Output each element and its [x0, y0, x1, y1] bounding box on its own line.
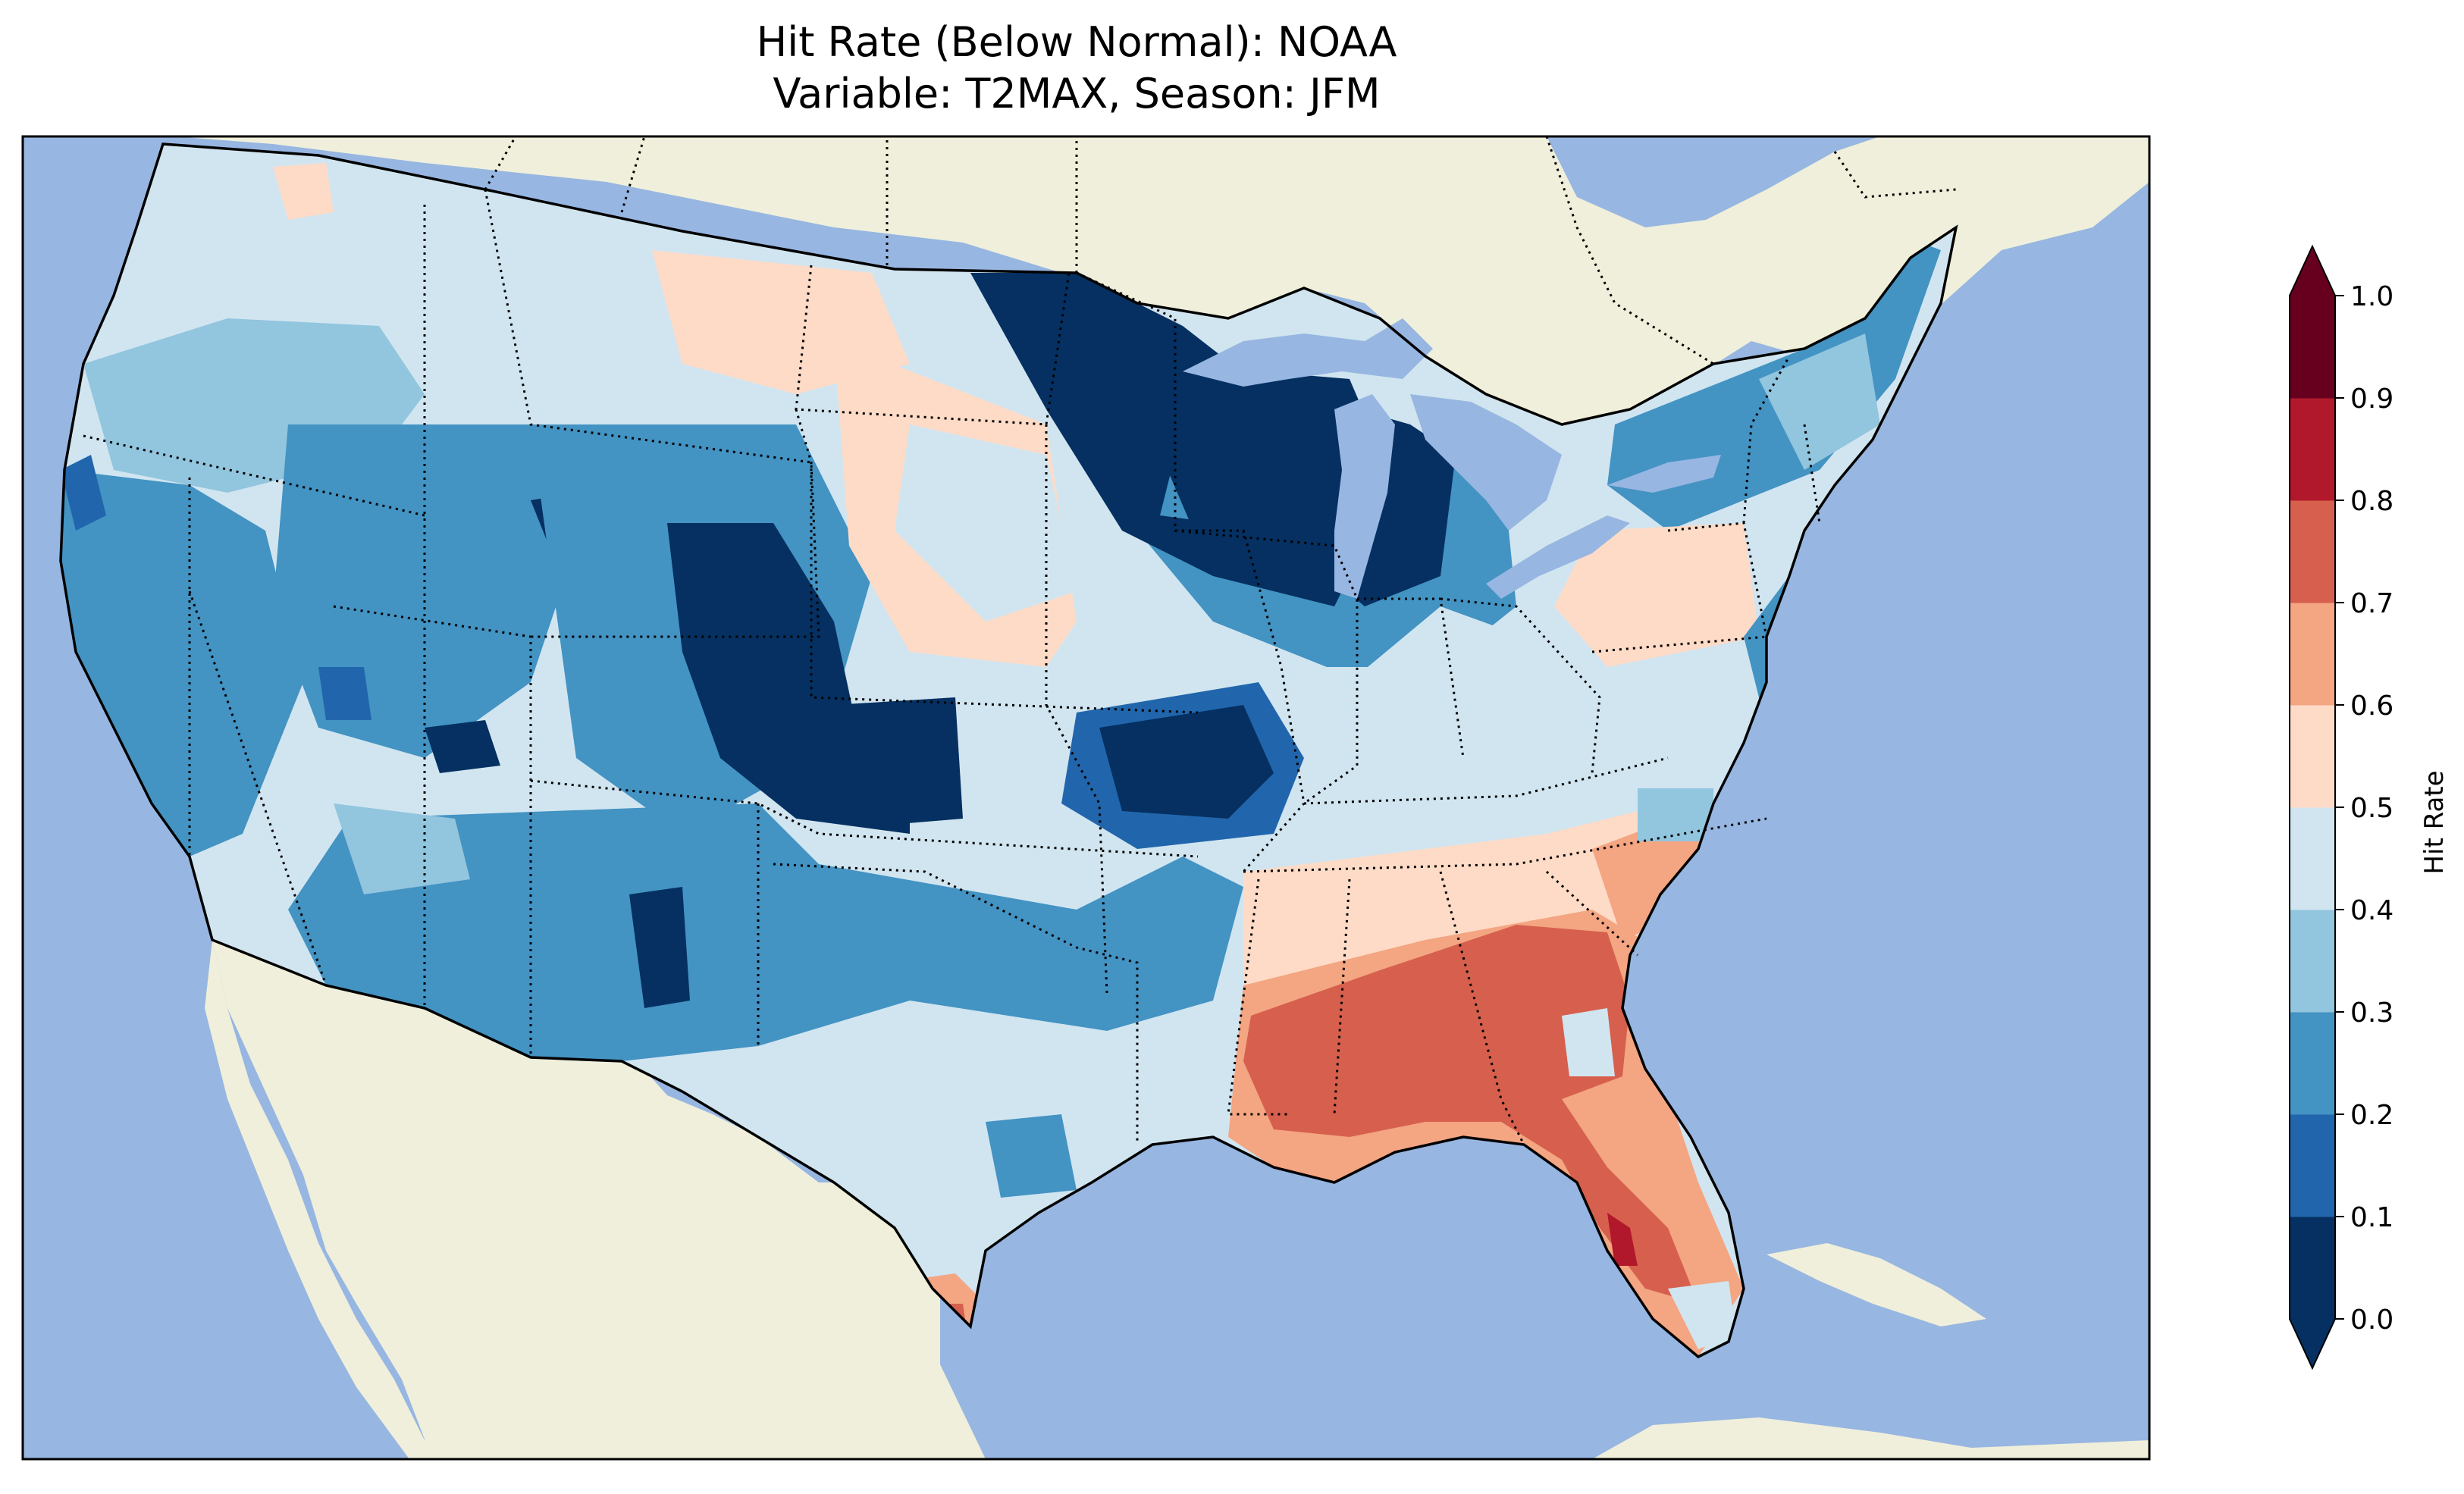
colorbar-bin [2290, 705, 2335, 808]
colorbar-bin [2290, 807, 2335, 910]
land-south [1592, 1417, 2149, 1459]
region-florida-tip [1668, 1281, 1736, 1349]
region-penn-warm [1554, 523, 1759, 667]
colorbar-bin [2290, 296, 2335, 399]
colorbar-tick-label: 0.5 [2350, 793, 2393, 824]
region-ga-light [1562, 1008, 1615, 1076]
region-nevada-mid [318, 667, 371, 720]
colorbar-bin [2290, 603, 2335, 706]
colorbar-tick-label: 0.1 [2350, 1202, 2393, 1233]
colorbar-bin [2290, 398, 2335, 501]
colorbar-bin [2290, 910, 2335, 1013]
colorbar-tick-label: 0.2 [2350, 1100, 2393, 1131]
colorbar-tick-label: 0.4 [2350, 895, 2393, 926]
colorbar-tick-label: 0.7 [2350, 588, 2393, 619]
colorbar-tick-label: 0.9 [2350, 384, 2393, 415]
colorbar-tick-label: 1.0 [2350, 281, 2393, 312]
lake-superior [1183, 318, 1433, 387]
lake-erie [1486, 515, 1630, 599]
colorbar-bin [2290, 1012, 2335, 1115]
region-sd-light [895, 424, 1077, 622]
colorbar-tick-label: 0.8 [2350, 486, 2393, 517]
land-cuba [1766, 1243, 1986, 1326]
region-az-light [334, 803, 470, 894]
colorbar-bin [2290, 1217, 2335, 1320]
region-va-light [1638, 788, 1713, 841]
region-wa-warm [273, 163, 334, 220]
chart-title-line2: Variable: T2MAX, Season: JFM [773, 70, 1381, 117]
region-california [61, 470, 303, 857]
lake-huron [1410, 394, 1562, 531]
colorbar-bin [2290, 500, 2335, 603]
map-frame [21, 135, 2151, 1461]
colorbar-label: Hit Rate [2419, 770, 2450, 874]
region-florida-peak [1607, 1213, 1638, 1266]
chart-title-line1: Hit Rate (Below Normal): NOAA [756, 18, 1397, 66]
colorbar-tick-label: 0.6 [2350, 691, 2393, 722]
region-co-south-dark [834, 697, 963, 826]
region-ca-coast-dark [61, 455, 106, 531]
lake-michigan [1334, 394, 1395, 599]
land-canada [174, 136, 2149, 531]
region-colorado-dark [667, 523, 910, 834]
region-nm-dark [629, 887, 690, 1008]
colorbar-tick-label: 0.0 [2350, 1305, 2393, 1336]
colorbar-bin [2290, 1114, 2335, 1217]
region-ne-light [1759, 334, 1880, 470]
region-tx-blue [986, 1114, 1077, 1198]
colorbar-extend-min [2290, 1319, 2335, 1368]
province-borders [484, 136, 1957, 365]
state-borders [83, 189, 1821, 1145]
region-southwest-plains [288, 803, 1243, 1061]
coastline [59, 143, 1958, 1359]
land-mexico [212, 940, 986, 1459]
colorbar-extend-max [2290, 246, 2335, 296]
region-ohio-valley [1350, 606, 1668, 796]
region-nevada-dark [425, 720, 500, 773]
lake-ontario [1607, 455, 1721, 493]
region-kansas-dark [1099, 705, 1274, 819]
colorbar-tick-label: 0.3 [2350, 998, 2393, 1029]
